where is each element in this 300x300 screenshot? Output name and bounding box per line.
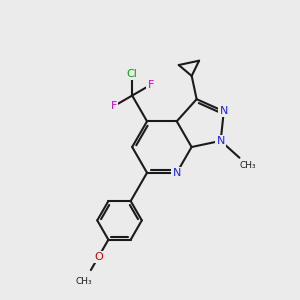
Text: CH₃: CH₃ bbox=[239, 161, 256, 170]
Text: F: F bbox=[148, 80, 154, 90]
Text: F: F bbox=[110, 101, 117, 111]
Text: CH₃: CH₃ bbox=[76, 277, 92, 286]
Text: Cl: Cl bbox=[127, 69, 138, 79]
Text: O: O bbox=[94, 252, 103, 262]
Text: N: N bbox=[220, 106, 228, 116]
Text: N: N bbox=[172, 168, 181, 178]
Text: N: N bbox=[217, 136, 225, 146]
